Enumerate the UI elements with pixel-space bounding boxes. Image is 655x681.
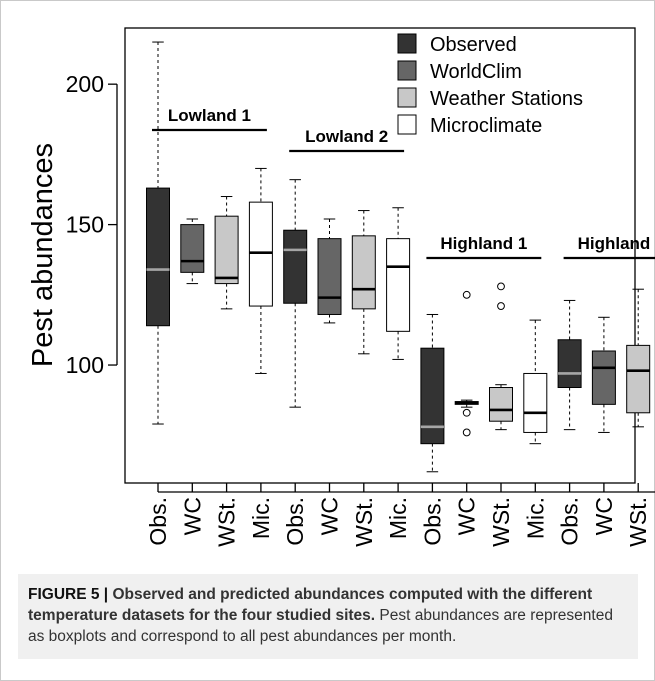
legend-label: Observed	[430, 34, 517, 56]
box-iqr	[386, 238, 411, 332]
y-axis: 100 150 200	[66, 71, 118, 378]
box-9	[454, 290, 479, 437]
box-iqr	[591, 350, 616, 405]
x-tick-label: WC	[591, 497, 617, 535]
x-tick-label: Mic.	[522, 497, 548, 539]
caption-title: Observed and predicted abundances comput…	[28, 586, 593, 624]
box-5	[317, 218, 342, 324]
box-7	[386, 207, 411, 360]
x-tick-label: WSt.	[351, 497, 377, 547]
box-13	[591, 316, 616, 433]
outlier-point	[462, 290, 471, 299]
x-tick-label: WSt.	[625, 497, 651, 547]
x-tick-label: Mic.	[385, 497, 411, 539]
box-10	[489, 282, 513, 431]
group-label: Highland 2	[578, 234, 655, 253]
y-axis-label: Pest abundances	[27, 143, 59, 367]
figure-caption: FIGURE 5 | Observed and predicted abunda…	[18, 574, 638, 659]
group-label: Lowland 1	[168, 106, 251, 125]
box-4	[283, 179, 308, 408]
group-label: Highland 1	[440, 234, 527, 253]
box-iqr	[180, 224, 205, 273]
box-iqr	[557, 339, 582, 389]
x-tick-label: WC	[179, 497, 205, 535]
box-iqr	[214, 215, 239, 285]
box-iqr	[248, 201, 273, 307]
x-tick-label: WC	[317, 497, 343, 535]
box-iqr	[146, 187, 170, 327]
outlier-point	[462, 408, 471, 417]
box-11	[523, 319, 548, 445]
legend: Observed WorldClim Weather Stations Microcl…	[397, 33, 583, 137]
box-14	[626, 288, 651, 428]
box-0	[146, 41, 170, 425]
box-iqr	[317, 238, 342, 315]
x-tick-label: Mic.	[248, 497, 274, 539]
box-3	[248, 167, 273, 374]
y-tick-label: 150	[66, 212, 104, 238]
box-2	[214, 196, 239, 310]
legend-swatch	[397, 33, 417, 54]
box-iqr	[626, 344, 651, 414]
legend-swatch	[397, 60, 417, 81]
legend-label: WorldClim	[430, 61, 522, 83]
box-1	[180, 218, 205, 285]
box-iqr	[489, 387, 513, 422]
group-label: Lowland 2	[305, 127, 388, 146]
caption-text: Pest abundances are represented as boxpl…	[28, 607, 613, 645]
legend-swatch	[397, 114, 417, 135]
outlier-point	[497, 282, 505, 291]
x-axis: Obs. WC WSt. Mic. Obs. WC WSt. Mic. Obs. WC WSt. Mi…	[145, 483, 655, 547]
legend-label: Microclimate	[430, 115, 542, 137]
y-tick-label: 200	[66, 71, 104, 97]
boxes	[146, 41, 651, 473]
legend-swatch	[397, 87, 417, 108]
legend-label: Weather Stations	[430, 88, 583, 110]
x-tick-label: Obs.	[145, 497, 171, 546]
x-tick-label: Obs.	[282, 497, 308, 546]
box-12	[557, 299, 582, 431]
x-tick-label: Obs.	[557, 497, 583, 546]
box-iqr	[283, 229, 308, 304]
x-tick-label: WSt.	[214, 497, 240, 547]
plot-area	[124, 27, 636, 484]
outlier-point	[497, 302, 505, 310]
caption-label: FIGURE 5 |	[28, 586, 109, 603]
x-tick-label: WC	[454, 497, 480, 535]
box-iqr	[351, 235, 376, 310]
box-iqr	[523, 372, 548, 433]
box-6	[351, 210, 376, 355]
y-tick-label: 100	[66, 352, 104, 378]
x-tick-label: WSt.	[488, 497, 514, 547]
x-tick-label: Obs.	[419, 497, 445, 546]
box-8	[420, 313, 445, 473]
box-iqr	[420, 347, 445, 445]
outlier-point	[462, 428, 471, 437]
group-labels: Lowland 1 Lowland 2 Highland 1 Highland 2	[152, 106, 655, 260]
